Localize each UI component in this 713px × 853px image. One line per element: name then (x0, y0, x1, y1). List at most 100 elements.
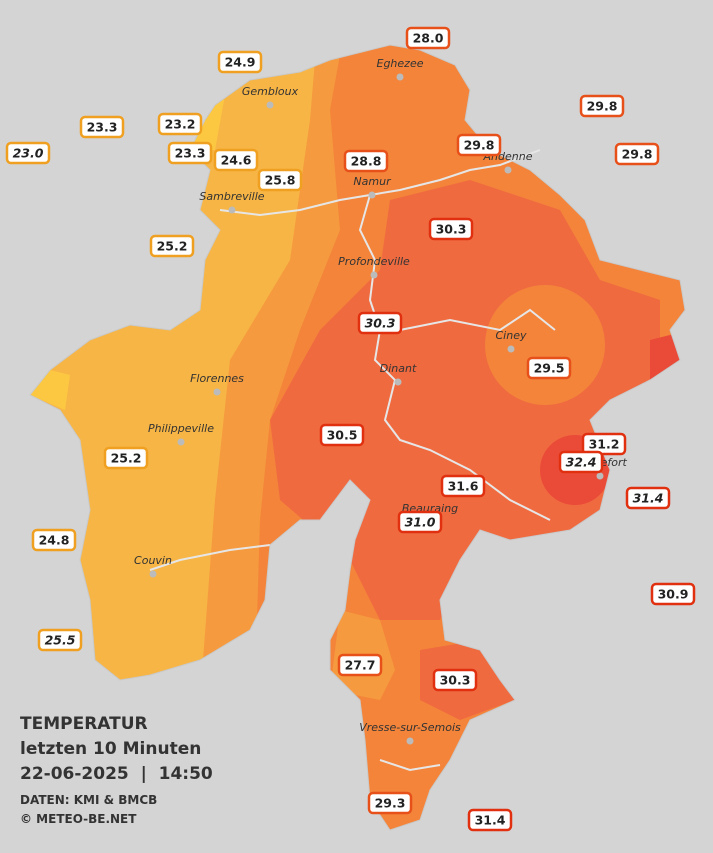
station-box (367, 791, 413, 815)
station-box (650, 582, 696, 606)
station: 31.4 (625, 486, 671, 510)
station-box (625, 486, 671, 510)
station: 28.8 (343, 149, 389, 173)
station-box (217, 50, 263, 74)
city-label: Gembloux (242, 85, 299, 98)
city-dot (370, 271, 378, 279)
station-label: 23.3 (175, 146, 206, 161)
station: 28.0 (405, 26, 451, 50)
station-box (37, 628, 83, 652)
station-box (79, 115, 125, 139)
station: 23.0 (5, 141, 51, 165)
city-dot (396, 73, 404, 81)
city-label: Eghezee (377, 57, 424, 70)
city-label: Florennes (190, 372, 244, 385)
station-box (405, 26, 451, 50)
station-label: 32.4 (566, 455, 597, 470)
city-dot (228, 206, 236, 214)
title: TEMPERATUR (20, 714, 148, 734)
station-label: 29.3 (375, 796, 406, 811)
station-label: 31.0 (405, 515, 436, 530)
station-box (213, 148, 259, 172)
source: DATEN: KMI & BMCB (20, 793, 157, 807)
city-label: Couvin (134, 554, 172, 567)
station-label: 29.8 (587, 99, 618, 114)
station: 24.8 (31, 528, 77, 552)
station-box (397, 510, 443, 534)
station: 30.3 (357, 311, 403, 335)
station: 25.8 (257, 168, 303, 192)
city-label: Profondeville (338, 255, 410, 268)
station: 27.7 (337, 653, 383, 677)
station: 23.3 (167, 141, 213, 165)
station-box (319, 423, 365, 447)
station: 29.8 (614, 142, 660, 166)
station-box (614, 142, 660, 166)
station-label: 29.8 (464, 138, 495, 153)
station-label: 25.2 (157, 239, 188, 254)
station-box (428, 217, 474, 241)
station-label: 31.6 (448, 479, 479, 494)
station-box (357, 311, 403, 335)
station: 30.3 (428, 217, 474, 241)
station-box (440, 474, 486, 498)
station-box (337, 653, 383, 677)
station: 24.9 (217, 50, 263, 74)
station: 29.8 (456, 133, 502, 157)
city-dot (149, 570, 157, 578)
station: 32.4 (558, 450, 604, 474)
station-label: 31.4 (475, 813, 506, 828)
station-label: 28.8 (351, 154, 382, 169)
station: 24.6 (213, 148, 259, 172)
station-box (157, 112, 203, 136)
station: 31.4 (467, 808, 513, 832)
stations: 28.0 24.9 29.8 23.3 23.2 29.8 23.0 23.3 24.6 28.8… (5, 26, 696, 832)
station: 23.3 (79, 115, 125, 139)
credit: © METEO-BE.NET (20, 812, 137, 826)
city-label: Sambreville (199, 190, 264, 203)
station-box (167, 141, 213, 165)
city-label: Dinant (380, 362, 417, 375)
station-label: 25.5 (45, 633, 76, 648)
station-box (257, 168, 303, 192)
station-box (467, 808, 513, 832)
station-label: 30.3 (365, 316, 396, 331)
station-label: 25.8 (265, 173, 296, 188)
station: 30.3 (432, 668, 478, 692)
station-box (343, 149, 389, 173)
city-dot (368, 191, 376, 199)
city-dot (507, 345, 515, 353)
city-label: Philippeville (148, 422, 214, 435)
city-dot (504, 166, 512, 174)
station-box (5, 141, 51, 165)
city-dot (596, 472, 604, 480)
station-label: 28.0 (413, 31, 444, 46)
station-box (149, 234, 195, 258)
city-label: Ciney (496, 329, 527, 342)
station: 25.2 (149, 234, 195, 258)
station-box (579, 94, 625, 118)
station-label: 23.2 (165, 117, 196, 132)
station-label: 30.3 (436, 222, 467, 237)
rivers (149, 149, 556, 772)
city-dot (213, 388, 221, 396)
station: 29.5 (526, 356, 572, 380)
station-label: 23.0 (13, 146, 44, 161)
station-box (526, 356, 572, 380)
station: 29.8 (579, 94, 625, 118)
station-label: 31.2 (589, 437, 620, 452)
station-label: 30.3 (440, 673, 471, 688)
station-label: 24.6 (221, 153, 252, 168)
station-label: 31.4 (633, 491, 664, 506)
station: 29.3 (367, 791, 413, 815)
city-dot (266, 101, 274, 109)
station: 23.2 (157, 112, 203, 136)
station: 30.9 (650, 582, 696, 606)
station-box (432, 668, 478, 692)
station: 25.5 (37, 628, 83, 652)
station-label: 29.8 (622, 147, 653, 162)
station-box (581, 432, 627, 456)
station: 25.2 (103, 446, 149, 470)
station: 31.6 (440, 474, 486, 498)
station-box (103, 446, 149, 470)
